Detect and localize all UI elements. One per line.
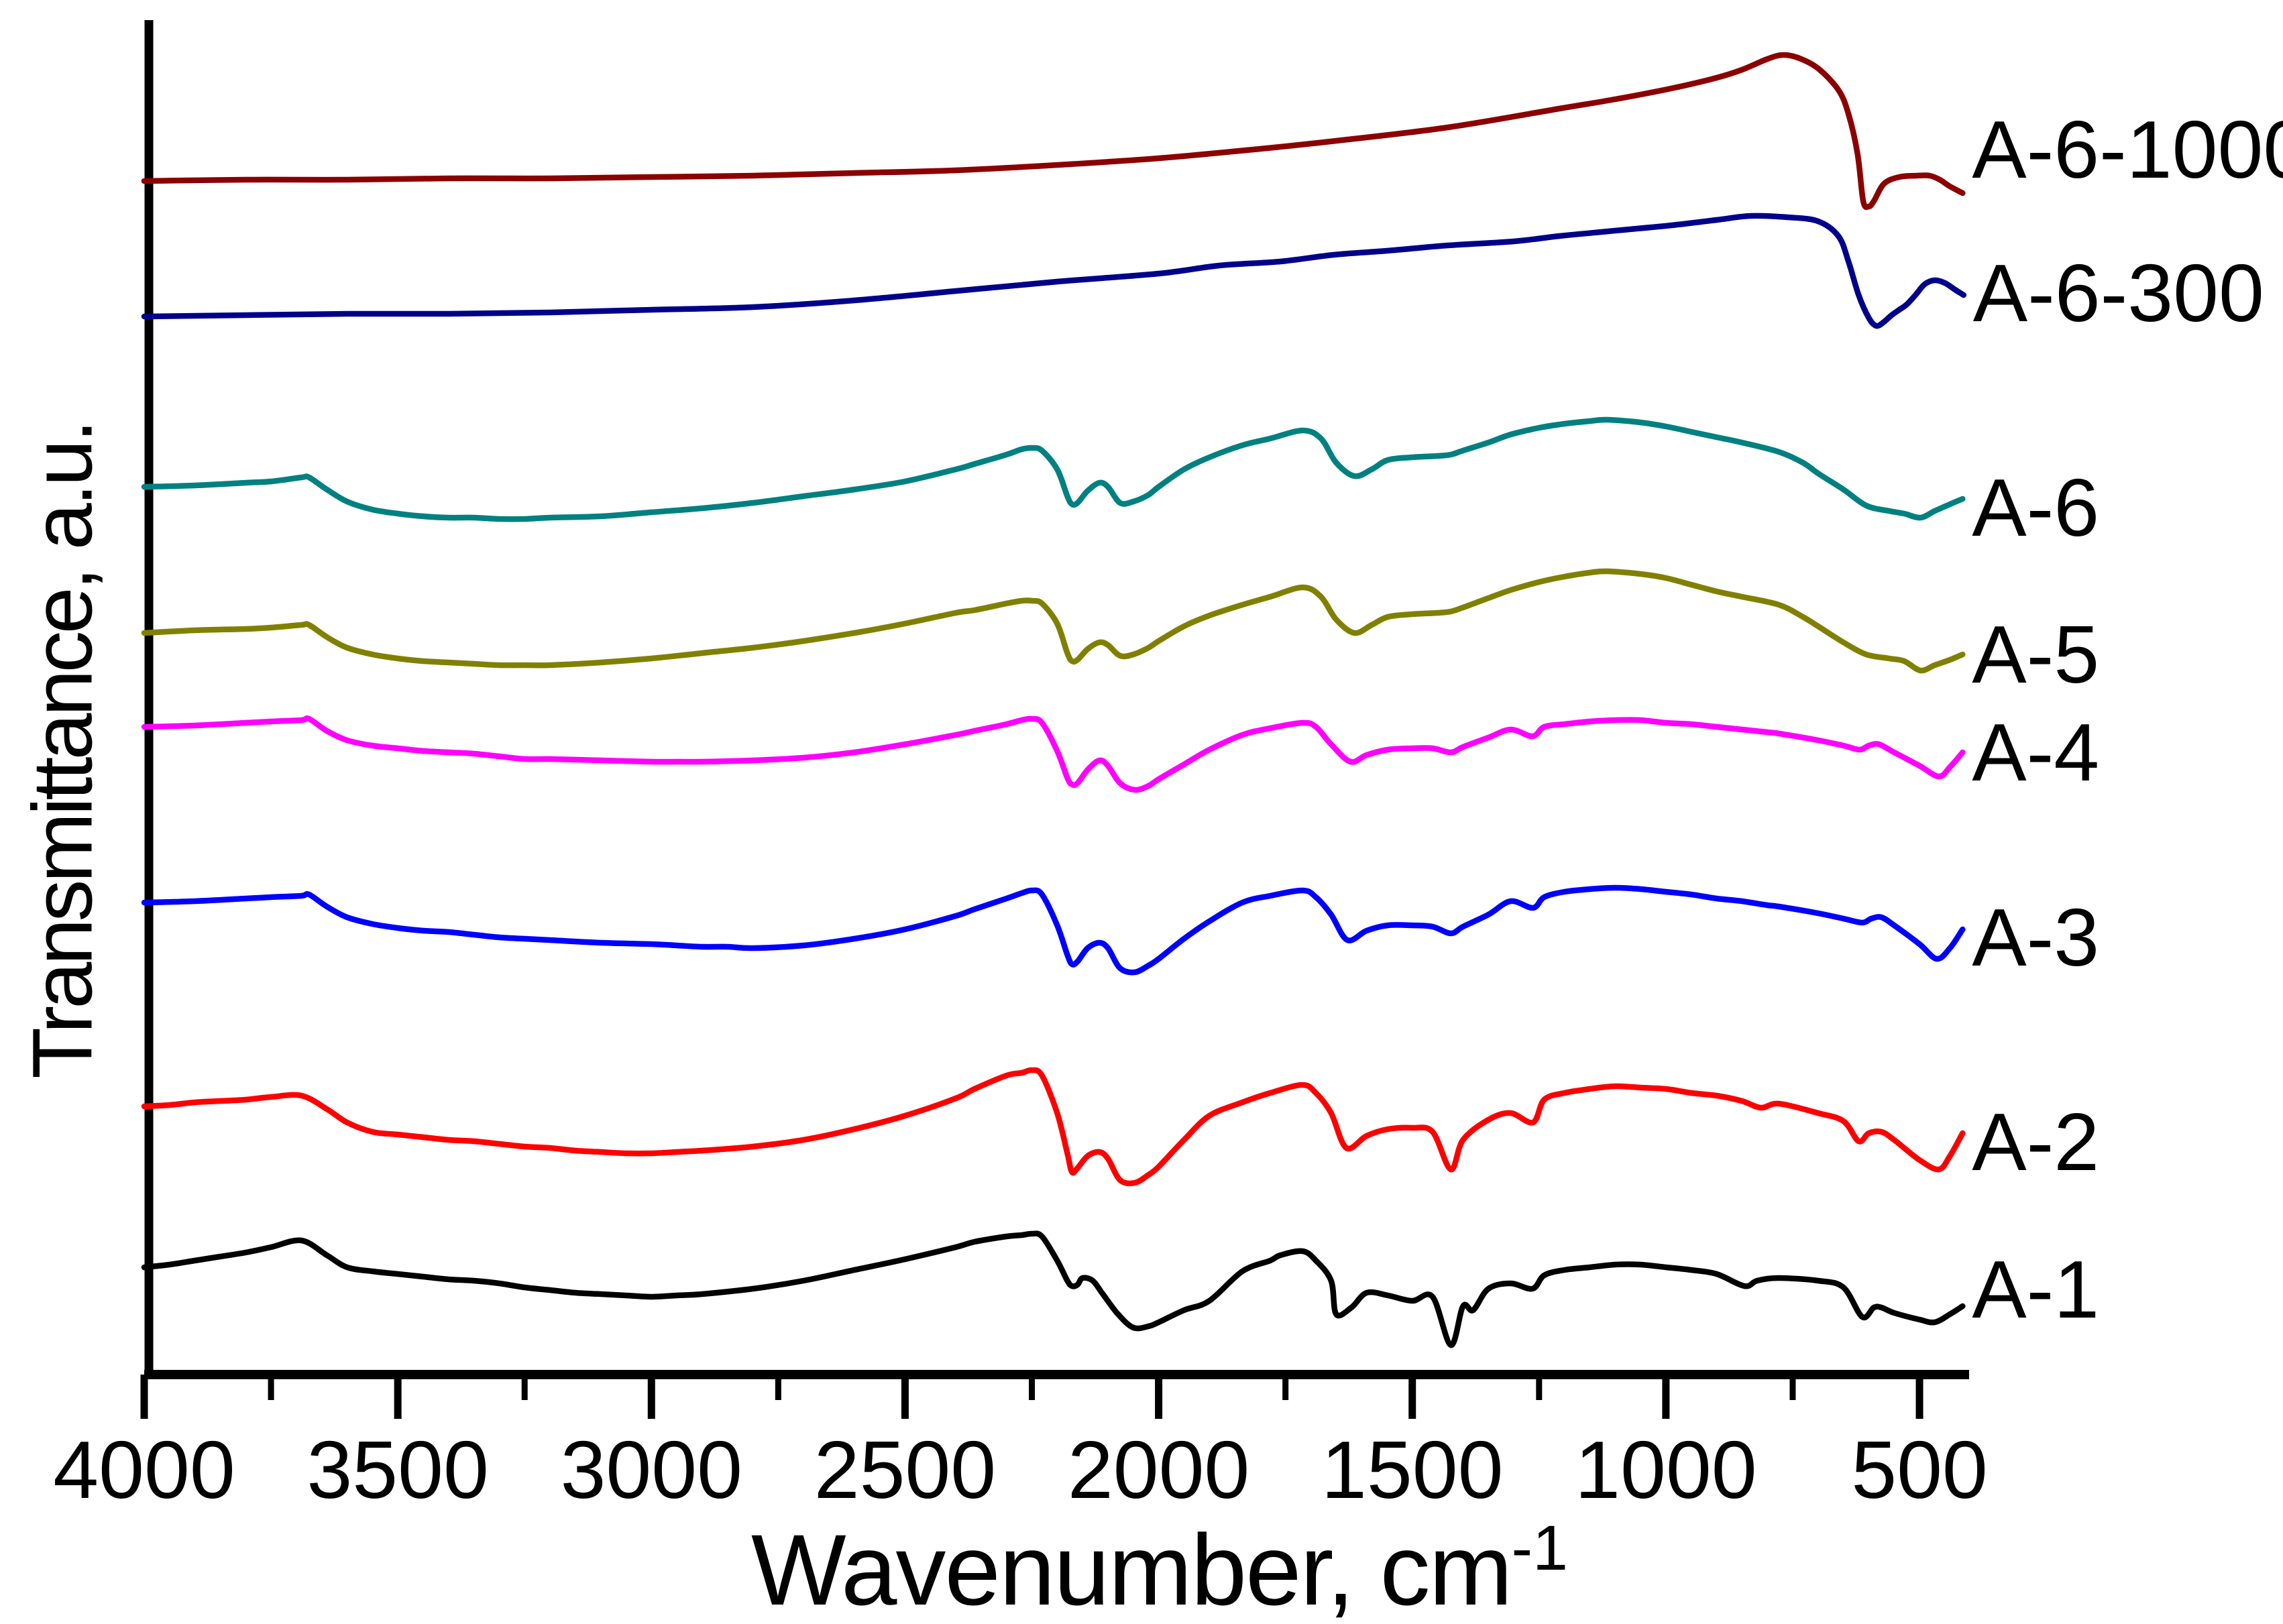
- curve-a-3: [141, 884, 1966, 976]
- x-axis-title-text: Wavenumber, cm: [751, 1513, 1512, 1624]
- curve-a-2: [141, 1067, 1966, 1187]
- curve-label-a-5: A-5: [1972, 609, 2099, 700]
- y-axis-title: Transmittance, a.u.: [12, 416, 113, 1086]
- x-tick-label-2000: 2000: [1068, 1424, 1249, 1515]
- x-tick-label-2500: 2500: [814, 1424, 996, 1515]
- curve-a-4: [141, 715, 1966, 793]
- curve-label-a-2: A-2: [1972, 1096, 2099, 1187]
- curve-label-a-4: A-4: [1972, 707, 2099, 798]
- x-tick-label-4000: 4000: [53, 1424, 235, 1515]
- curve-label-a-6-300: A-6-300: [1973, 247, 2264, 339]
- curve-label-a-6: A-6: [1972, 462, 2099, 553]
- curve-a-6-1000: [141, 52, 1966, 211]
- curve-label-a-3: A-3: [1972, 892, 2099, 983]
- x-axis-title-superscript: -1: [1511, 1513, 1568, 1584]
- curve-a-1: [141, 1230, 1966, 1348]
- curve-label-a-6-1000: A-6-1000: [1972, 104, 2283, 195]
- x-tick-label-1000: 1000: [1575, 1424, 1757, 1515]
- x-tick-label-3000: 3000: [561, 1424, 742, 1515]
- x-tick-label-3500: 3500: [307, 1424, 488, 1515]
- x-axis-title: Wavenumber, cm-1: [751, 1513, 1568, 1621]
- curve-a-6-300: [141, 213, 1967, 329]
- curve-a-5: [141, 568, 1966, 674]
- curve-a-6: [141, 416, 1966, 522]
- x-tick-label-500: 500: [1851, 1424, 1988, 1515]
- curve-label-a-1: A-1: [1972, 1244, 2099, 1335]
- x-tick-label-1500: 1500: [1321, 1424, 1503, 1515]
- y-axis-title-text: Transmittance, a.u.: [15, 422, 110, 1080]
